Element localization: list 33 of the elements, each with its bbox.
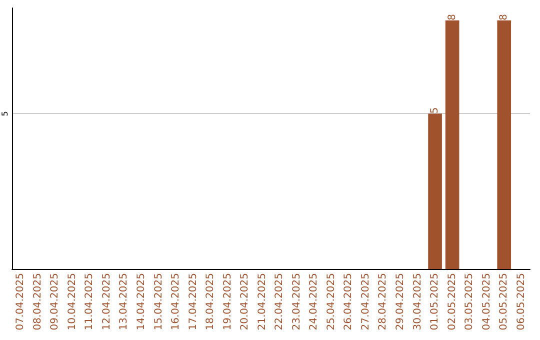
x-tick-label: 29.04.2025 [395,273,406,330]
data-label: 5 [430,107,441,114]
x-tick-label: 06.05.2025 [516,273,527,330]
x-tick-label: 15.04.2025 [153,273,164,330]
x-tick-label: 28.04.2025 [378,273,389,330]
x-tick-label: 19.04.2025 [222,273,234,330]
x-tick-label: 07.04.2025 [15,273,26,330]
x-tick-label: 08.04.2025 [32,273,44,330]
x-tick-label: 09.04.2025 [50,273,61,330]
x-tick-label: 13.04.2025 [118,273,130,330]
x-tick-label: 26.04.2025 [343,273,354,330]
x-tick-label: 02.05.2025 [446,273,458,330]
x-tick-label: 17.04.2025 [188,273,199,330]
x-tick-label: 30.04.2025 [412,273,424,330]
x-tick-label: 23.04.2025 [291,273,302,330]
x-tick-label: 21.04.2025 [256,273,268,330]
x-tick-label: 12.04.2025 [101,273,112,330]
x-tick-label: 14.04.2025 [136,273,147,330]
x-tick-label: 11.04.2025 [84,273,96,330]
data-label: 8 [446,14,458,20]
x-tick-label: 25.04.2025 [326,273,337,330]
x-tick-label: 18.04.2025 [205,273,216,330]
x-tick-label: 01.05.2025 [430,273,441,330]
x-tick-label: 16.04.2025 [170,273,182,330]
data-label: 8 [498,14,510,20]
x-tick-label: 27.04.2025 [360,273,372,330]
x-tick-label: 10.04.2025 [66,273,78,330]
x-tick-label: 20.04.2025 [240,273,251,330]
x-tick-label: 05.05.2025 [498,273,510,330]
x-tick-label: 04.05.2025 [481,273,492,330]
x-tick-label: 22.04.2025 [274,273,286,330]
x-tick-label: 03.05.2025 [464,273,476,330]
x-tick-label: 24.04.2025 [308,273,320,330]
